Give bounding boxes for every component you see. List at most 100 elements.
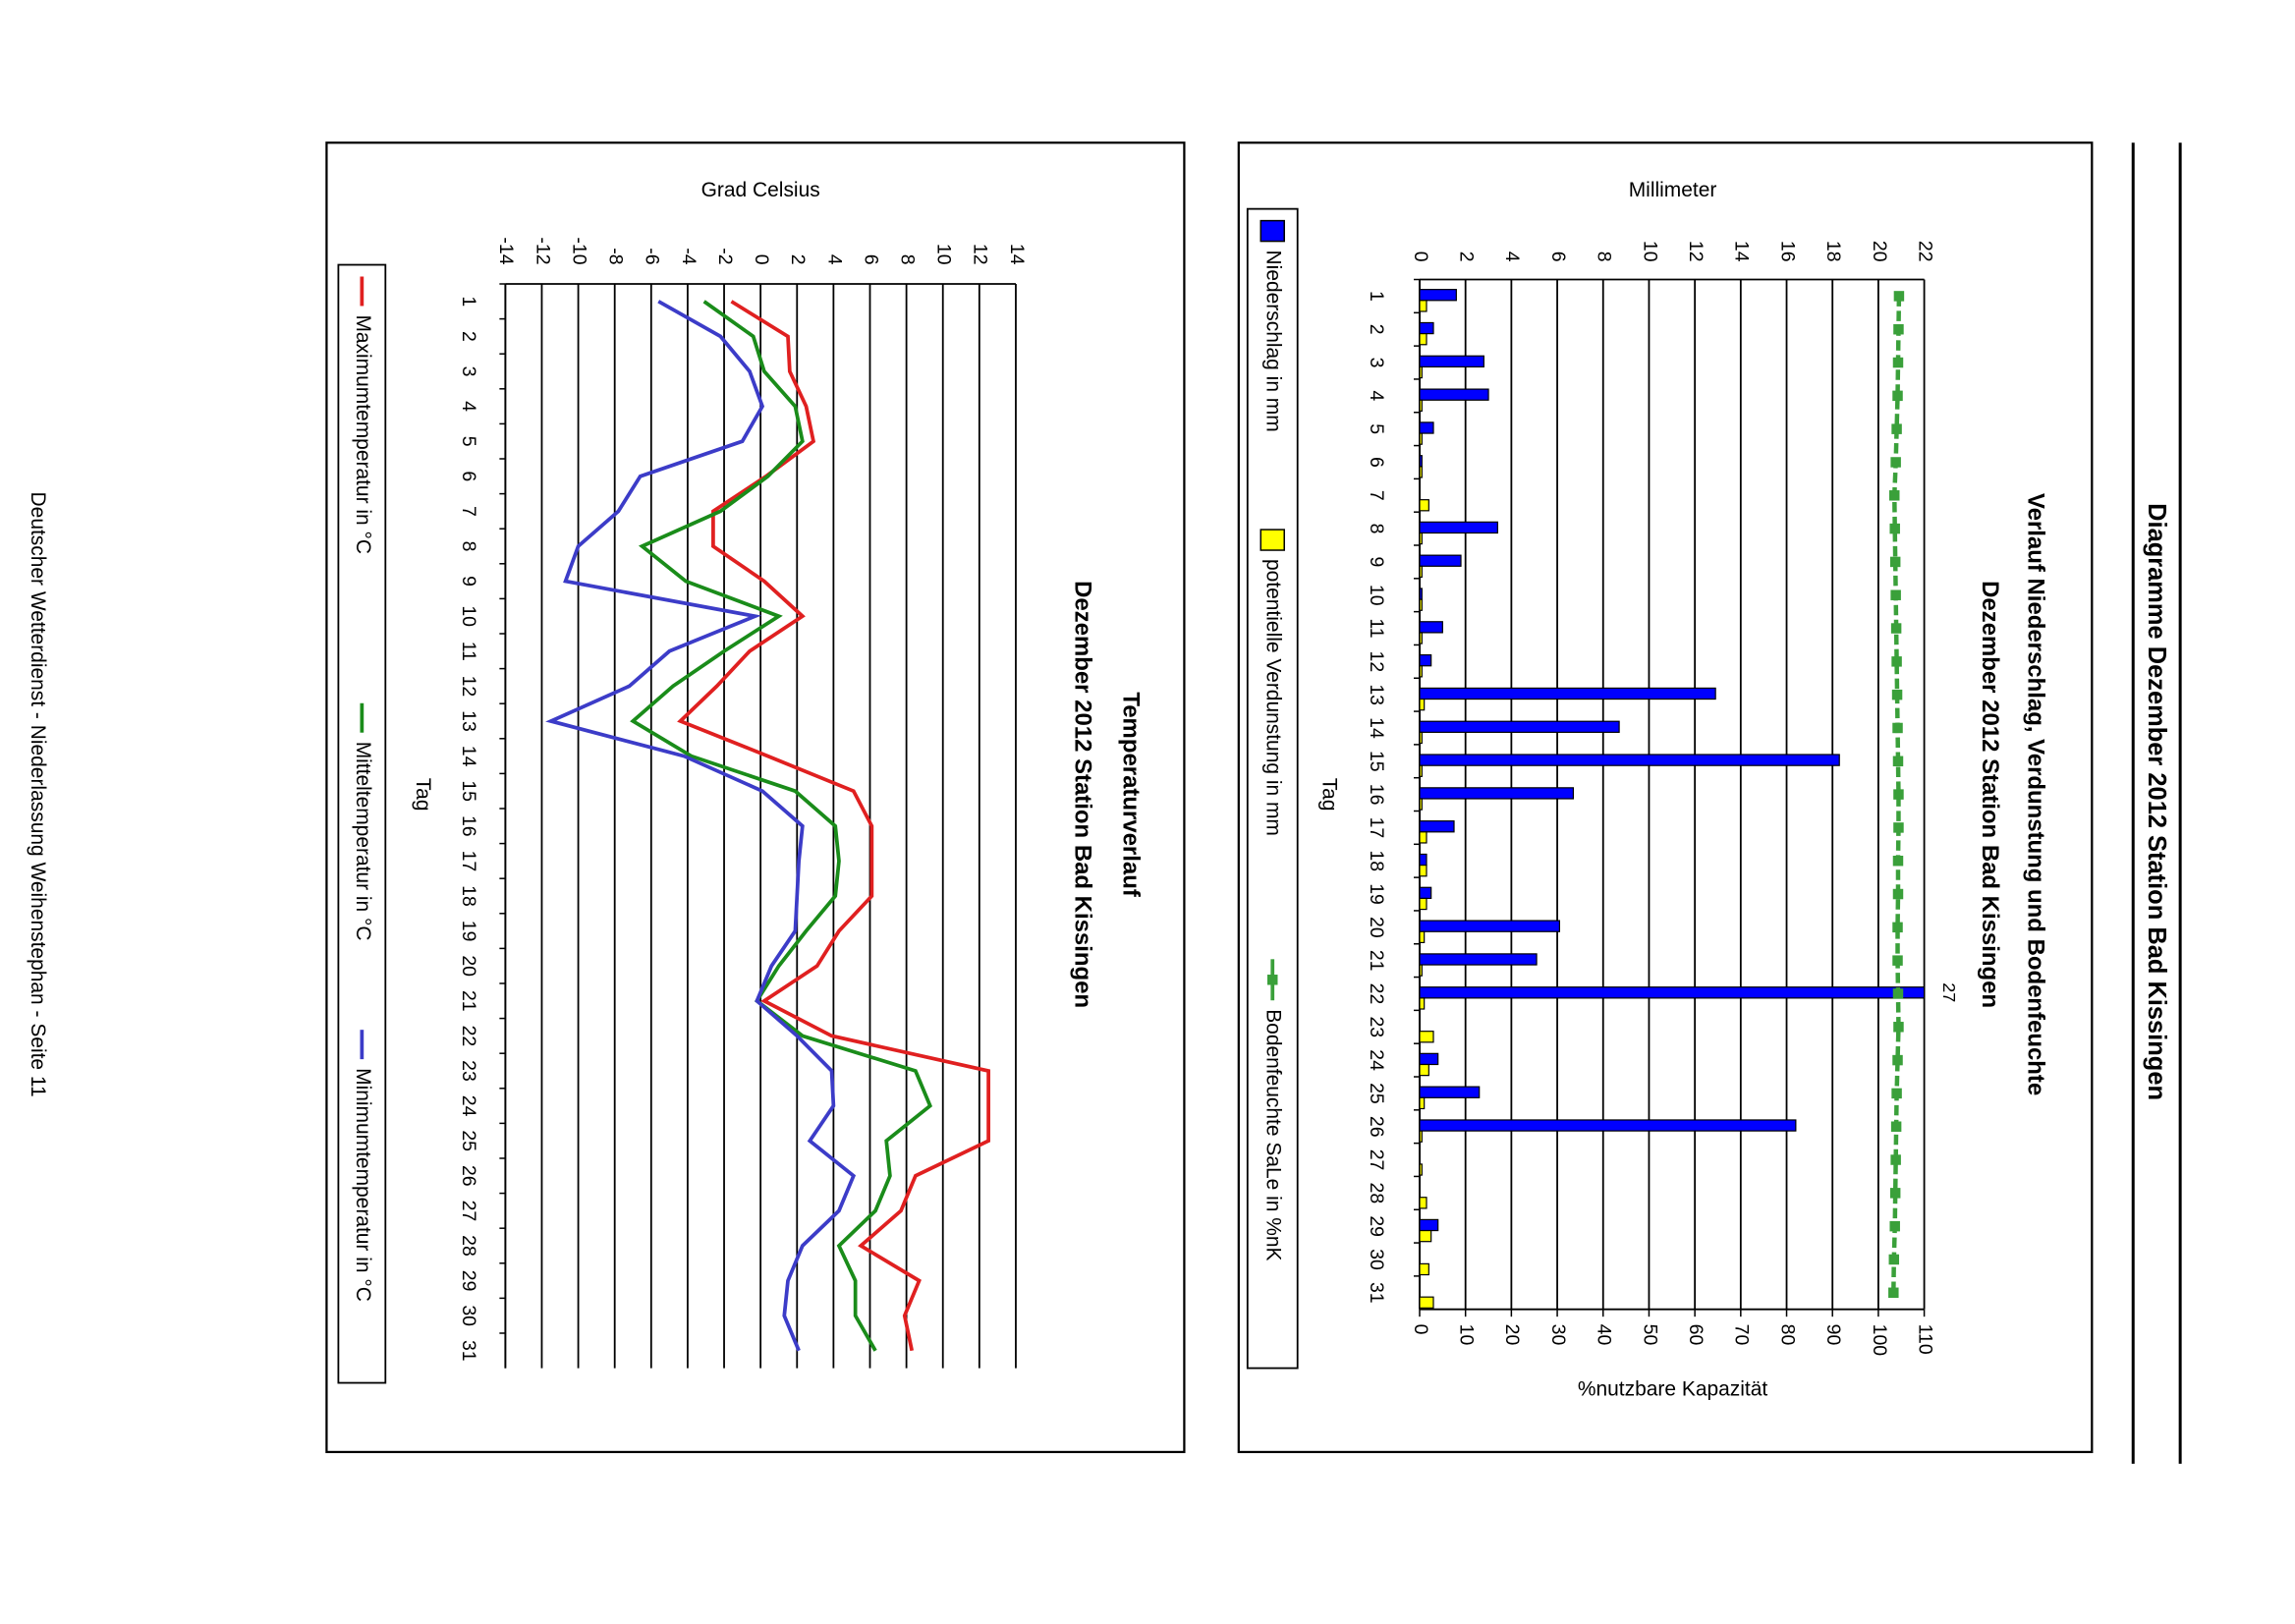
x-tick-label: 21: [458, 990, 479, 1012]
chart-title: Temperaturverlauf: [1118, 692, 1145, 897]
bar: [1419, 321, 1434, 335]
legend-label: Maximumtemperatur in °C: [352, 314, 374, 554]
y-tick-label: -10: [568, 237, 589, 264]
bar: [1419, 687, 1716, 700]
x-tick-label: 17: [1366, 817, 1387, 839]
x-tick-label: 17: [458, 851, 479, 872]
value-label: 27: [1939, 982, 1959, 1002]
x-tick-label: 28: [458, 1235, 479, 1257]
line-marker: [1888, 1254, 1900, 1265]
bar: [1419, 1086, 1481, 1098]
x-tick-label: 31: [458, 1340, 479, 1362]
page-title: Diagramme Dezember 2012 Station Bad Kiss…: [2143, 503, 2170, 1100]
legend-label: Minimumtemperatur in °C: [352, 1068, 374, 1302]
chart-subtitle: Dezember 2012 Station Bad Kissingen: [1977, 581, 2003, 1008]
x-tick-label: 24: [458, 1095, 479, 1117]
bar: [1419, 421, 1434, 434]
bar: [1419, 1296, 1434, 1309]
x-tick-label: 10: [458, 605, 479, 627]
bar: [1419, 1262, 1429, 1276]
x-tick-label: 27: [1366, 1149, 1387, 1171]
x-tick-label: 2: [458, 331, 479, 342]
line-marker: [1892, 756, 1904, 767]
bar: [1419, 1119, 1797, 1132]
y-tick-label: 6: [1547, 252, 1569, 262]
bar: [1419, 787, 1575, 800]
line-marker: [1890, 1121, 1902, 1132]
bar: [1419, 1229, 1432, 1243]
bar: [1419, 964, 1423, 977]
line-marker: [1891, 1088, 1902, 1099]
x-tick-label: 30: [458, 1305, 479, 1326]
y-tick-label: 8: [896, 254, 918, 265]
line-marker: [1889, 1188, 1901, 1199]
line-marker: [1892, 922, 1903, 933]
x-tick-label: 31: [1366, 1282, 1387, 1304]
legend-frame: [337, 263, 387, 1384]
y-tick-label: 10: [1639, 241, 1660, 262]
line-marker: [1892, 722, 1903, 734]
bar: [1419, 521, 1498, 534]
bar: [1419, 920, 1560, 932]
series-line: [545, 300, 857, 1352]
bar: [1419, 388, 1489, 401]
y-tick-label: 10: [933, 244, 955, 265]
x-tick-label: 7: [1366, 490, 1387, 501]
y-tick-label: 20: [1869, 241, 1890, 262]
x-tick-label: 20: [1366, 917, 1387, 938]
x-tick-label: 4: [458, 401, 479, 412]
y-tick-label: 18: [1822, 241, 1844, 262]
legend-swatch: [1259, 219, 1285, 243]
y-tick-label: 0: [1410, 252, 1431, 262]
x-tick-label: 16: [458, 815, 479, 837]
x-tick-label: 27: [458, 1201, 479, 1222]
x-tick-label: 12: [458, 676, 479, 698]
x-tick-label: 22: [1366, 983, 1387, 1005]
bar: [1419, 820, 1455, 833]
bar: [1419, 333, 1427, 346]
bar: [1419, 588, 1423, 600]
y2-tick-label: 0: [1410, 1324, 1431, 1335]
y-tick-label: -4: [678, 248, 700, 264]
y-tick-label: 22: [1914, 241, 1935, 262]
y-tick-label: 16: [1776, 241, 1798, 262]
line-marker: [1892, 955, 1903, 966]
bar: [1419, 720, 1620, 733]
bar: [1419, 300, 1427, 312]
bar: [1419, 853, 1427, 867]
x-tick-label: 3: [1366, 358, 1387, 368]
y-tick-label: 14: [1006, 244, 1028, 265]
x-tick-label: 19: [458, 921, 479, 942]
bar: [1419, 466, 1423, 478]
y2-tick-label: 10: [1456, 1324, 1478, 1346]
line-marker: [1891, 689, 1903, 700]
bar: [1419, 532, 1423, 545]
line-marker: [1891, 656, 1902, 667]
y-tick-label: 2: [787, 254, 809, 265]
x-tick-label: 22: [458, 1026, 479, 1047]
bar: [1419, 355, 1484, 368]
bar: [1419, 865, 1427, 877]
y2-tick-label: 50: [1639, 1324, 1660, 1346]
y-tick-label: -2: [714, 248, 736, 264]
x-tick-label: 24: [1366, 1049, 1387, 1071]
x-tick-label: 30: [1366, 1249, 1387, 1270]
bar: [1419, 754, 1840, 766]
x-tick-label: 29: [458, 1270, 479, 1292]
bar: [1419, 831, 1427, 844]
line-marker: [1889, 1220, 1900, 1232]
x-tick-label: 8: [458, 541, 479, 552]
x-tick-label: 13: [458, 710, 479, 732]
legend-label: Bodenfeuchte SaLe in %nK: [1262, 1009, 1285, 1260]
line-marker: [1892, 988, 1904, 999]
bar: [1419, 1218, 1439, 1232]
line-marker: [1893, 789, 1904, 800]
y2-axis-title: %nutzbare Kapazität: [1578, 1378, 1768, 1401]
bar: [1419, 399, 1423, 413]
y2-tick-label: 100: [1869, 1324, 1890, 1357]
chart-subtitle: Dezember 2012 Station Bad Kissingen: [1069, 581, 1095, 1008]
bar: [1419, 665, 1423, 678]
bar: [1419, 1197, 1427, 1209]
bar: [1419, 1031, 1434, 1043]
